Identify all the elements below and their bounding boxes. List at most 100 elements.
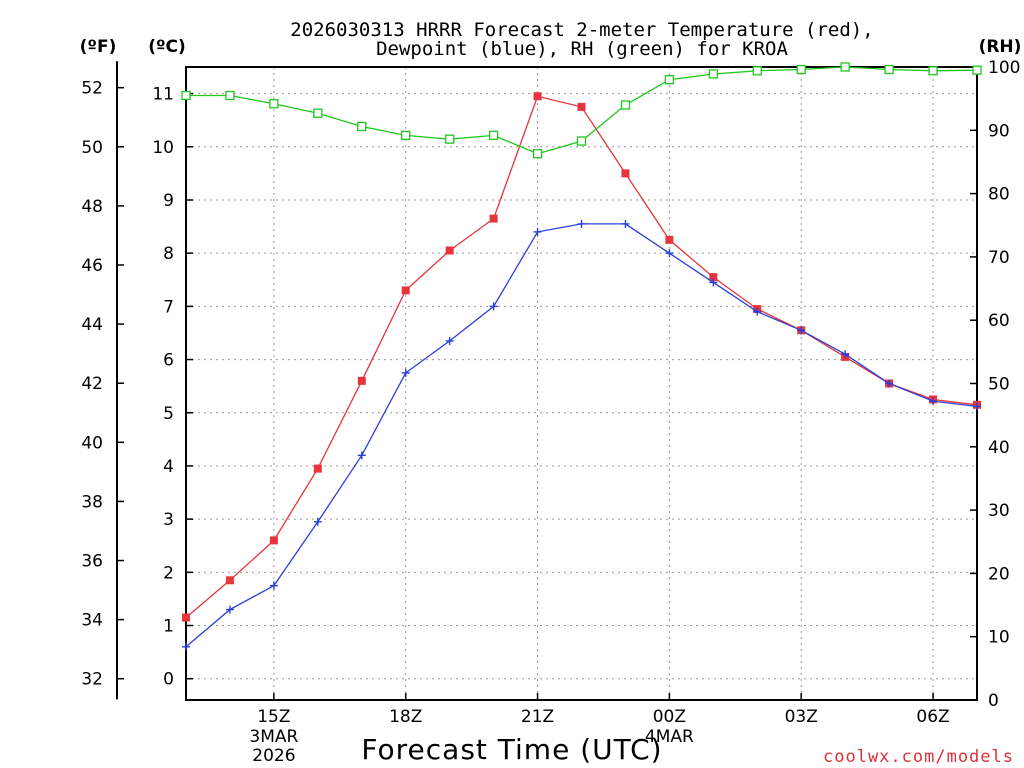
- temperature-point: [401, 286, 410, 295]
- dewpoint-point: [709, 278, 718, 287]
- fahrenheit-tick-label: 48: [81, 197, 103, 217]
- x-tick-label: 18Z: [389, 707, 422, 727]
- rh-point: [401, 130, 411, 141]
- rh-tick-label: 30: [988, 501, 1010, 521]
- celsius-tick-label: 8: [163, 244, 174, 264]
- rh-tick-label: 80: [988, 185, 1010, 205]
- temperature-series: [182, 92, 981, 622]
- celsius-unit-label: (ºC): [148, 37, 186, 57]
- rh-point: [488, 130, 499, 141]
- temperature-point: [445, 246, 454, 255]
- dewpoint-point: [489, 302, 498, 311]
- rh-point: [884, 64, 894, 75]
- celsius-tick-label: 1: [163, 617, 174, 637]
- temperature-line: [185, 95, 978, 619]
- dewpoint-point: [665, 249, 674, 258]
- x-axis-label: Forecast Time (UTC): [361, 733, 662, 766]
- x-tick-year: 2026: [252, 746, 295, 766]
- data-series: [181, 62, 982, 651]
- dewpoint-point: [401, 368, 410, 377]
- credit-watermark: coolwx.com/models: [823, 747, 1014, 767]
- celsius-tick-label: 11: [152, 85, 174, 105]
- rh-point: [796, 64, 806, 75]
- x-tick-label: 03Z: [785, 707, 818, 727]
- temperature-point: [269, 536, 278, 545]
- tick-labels: 3234363840424446485052012345678910110102…: [81, 58, 1020, 766]
- x-tick-label: 15Z: [257, 707, 290, 727]
- rh-point: [576, 136, 587, 146]
- rh-point: [972, 65, 982, 75]
- rh-tick-label: 100: [988, 58, 1020, 78]
- celsius-tick-label: 10: [152, 138, 174, 158]
- rh-point: [664, 75, 675, 85]
- dewpoint-point: [357, 451, 366, 460]
- rh-tick-label: 20: [988, 564, 1010, 584]
- rh-tick-label: 50: [988, 375, 1010, 395]
- x-tick-label: 00Z: [653, 707, 686, 727]
- celsius-tick-label: 6: [163, 351, 174, 371]
- rh-point: [357, 121, 367, 132]
- x-tick-label: 21Z: [521, 707, 554, 727]
- dewpoint-point: [182, 642, 190, 651]
- dewpoint-point: [797, 326, 806, 335]
- dewpoint-point: [269, 581, 278, 590]
- fahrenheit-tick-label: 50: [81, 138, 103, 158]
- rh-tick-label: 40: [988, 438, 1010, 458]
- dewpoint-point: [841, 350, 850, 359]
- dewpoint-point: [533, 227, 542, 236]
- dewpoint-point: [445, 336, 454, 345]
- temperature-point: [182, 613, 190, 622]
- dewpoint-point: [225, 605, 234, 614]
- fahrenheit-tick-label: 52: [81, 79, 103, 99]
- x-tick-date: 3MAR: [249, 727, 298, 747]
- celsius-tick-label: 4: [163, 457, 174, 477]
- temperature-point: [577, 102, 586, 111]
- dewpoint-series: [182, 219, 981, 651]
- x-tick-date: 4MAR: [645, 727, 694, 747]
- rh-point: [313, 108, 323, 118]
- rh-tick-label: 10: [988, 628, 1010, 648]
- rh-point: [225, 90, 235, 101]
- rh-tick-label: 0: [988, 691, 999, 711]
- rh-point: [181, 90, 191, 101]
- temperature-point: [357, 376, 366, 385]
- rh-unit-label: (RH): [979, 37, 1022, 57]
- temperature-point: [313, 464, 322, 473]
- rh-tick-label: 70: [988, 248, 1010, 268]
- dewpoint-point: [753, 307, 762, 316]
- fahrenheit-tick-label: 40: [81, 433, 103, 453]
- rh-tick-label: 60: [988, 311, 1010, 331]
- dewpoint-point: [577, 219, 586, 228]
- celsius-tick-label: 7: [163, 297, 174, 317]
- celsius-tick-label: 0: [163, 670, 174, 690]
- fahrenheit-tick-label: 42: [81, 374, 103, 394]
- plot-frame: [185, 66, 978, 701]
- dewpoint-point: [885, 379, 894, 388]
- rh-point: [620, 100, 631, 110]
- grid-lines: [186, 67, 977, 700]
- dewpoint-point: [973, 402, 981, 411]
- temperature-point: [533, 92, 542, 101]
- temperature-point: [489, 214, 498, 223]
- x-tick-label: 06Z: [916, 707, 949, 727]
- temperature-point: [225, 576, 234, 585]
- fahrenheit-tick-label: 34: [81, 611, 103, 631]
- chart-title-line2: Dewpoint (blue), RH (green) for KROA: [376, 38, 788, 60]
- dewpoint-point: [621, 219, 630, 228]
- fahrenheit-tick-label: 44: [81, 315, 103, 335]
- celsius-tick-label: 2: [163, 563, 174, 583]
- chart-title-line1: 2026030313 HRRR Forecast 2-meter Tempera…: [290, 19, 873, 41]
- fahrenheit-tick-label: 38: [81, 492, 103, 512]
- rh-series: [181, 62, 982, 159]
- dewpoint-line: [185, 223, 978, 648]
- fahrenheit-tick-label: 46: [81, 256, 103, 276]
- temperature-point: [709, 273, 718, 282]
- celsius-tick-label: 5: [163, 404, 174, 424]
- fahrenheit-unit-label: (ºF): [80, 37, 117, 57]
- temperature-point: [665, 235, 674, 244]
- rh-point: [840, 62, 850, 72]
- dewpoint-point: [929, 397, 938, 406]
- celsius-tick-label: 9: [163, 191, 174, 211]
- temperature-point: [621, 169, 630, 178]
